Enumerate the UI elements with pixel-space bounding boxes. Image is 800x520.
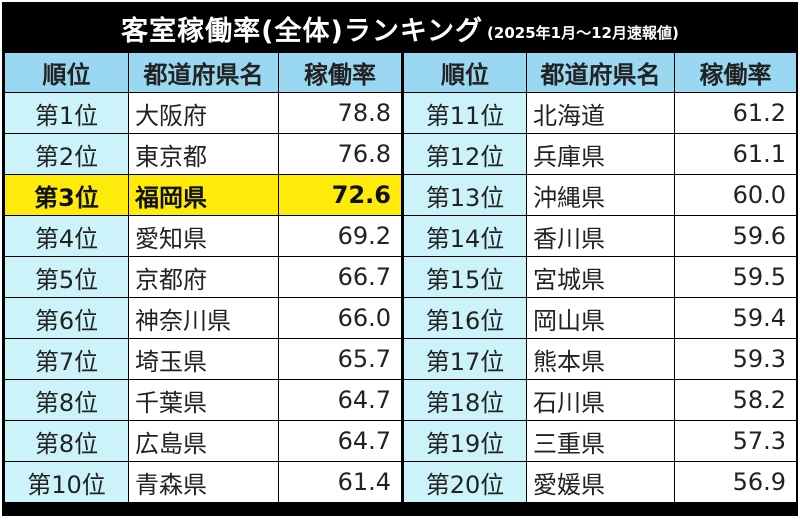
rate-cell: 66.7	[278, 256, 403, 298]
rate-cell: 72.6	[278, 174, 403, 216]
rank-cell: 第2位	[4, 133, 129, 175]
prefecture-cell: 京都府	[128, 256, 279, 298]
rank-cell: 第20位	[401, 461, 527, 503]
prefecture-cell: 愛媛県	[526, 461, 675, 503]
rank-cell: 第1位	[4, 92, 129, 134]
prefecture-cell: 香川県	[526, 215, 675, 257]
header-row: 順位 都道府県名 稼働率 順位 都道府県名 稼働率	[4, 52, 797, 93]
prefecture-cell: 愛知県	[128, 215, 279, 257]
table-row: 第1位 大阪府 78.8 第11位 北海道 61.2	[4, 92, 797, 134]
table-row: 第10位 青森県 61.4 第20位 愛媛県 56.9	[4, 461, 797, 503]
rate-cell: 61.1	[674, 133, 797, 175]
rank-cell: 第12位	[401, 133, 527, 175]
table-row: 第8位 千葉県 64.7 第18位 石川県 58.2	[4, 379, 797, 421]
header-rank: 順位	[4, 52, 129, 93]
rank-cell: 第15位	[401, 256, 527, 298]
table-row: 第7位 埼玉県 65.7 第17位 熊本県 59.3	[4, 338, 797, 380]
rate-cell: 78.8	[278, 92, 403, 134]
rate-cell: 56.9	[674, 461, 797, 503]
prefecture-cell: 青森県	[128, 461, 279, 503]
rank-cell: 第13位	[401, 174, 527, 216]
prefecture-cell: 埼玉県	[128, 338, 279, 380]
page-title: 客室稼働率(全体)ランキング	[121, 15, 484, 47]
header-rank: 順位	[401, 52, 527, 93]
prefecture-cell: 三重県	[526, 420, 675, 462]
rank-cell: 第6位	[4, 297, 129, 339]
rate-cell: 61.2	[674, 92, 797, 134]
table-row: 第4位 愛知県 69.2 第14位 香川県 59.6	[4, 215, 797, 257]
prefecture-cell: 熊本県	[526, 338, 675, 380]
prefecture-cell: 広島県	[128, 420, 279, 462]
table-row: 第2位 東京都 76.8 第12位 兵庫県 61.1	[4, 133, 797, 175]
rank-cell: 第19位	[401, 420, 527, 462]
table-row: 第6位 神奈川県 66.0 第16位 岡山県 59.4	[4, 297, 797, 339]
rank-cell: 第11位	[401, 92, 527, 134]
prefecture-cell: 兵庫県	[526, 133, 675, 175]
prefecture-cell: 岡山県	[526, 297, 675, 339]
header-prefecture: 都道府県名	[128, 52, 279, 93]
header-prefecture: 都道府県名	[526, 52, 675, 93]
prefecture-cell: 北海道	[526, 92, 675, 134]
rank-cell: 第8位	[4, 420, 129, 462]
rate-cell: 66.0	[278, 297, 403, 339]
rank-cell: 第3位	[4, 174, 129, 216]
rank-cell: 第17位	[401, 338, 527, 380]
table-row: 第5位 京都府 66.7 第15位 宮城県 59.5	[4, 256, 797, 298]
rate-cell: 69.2	[278, 215, 403, 257]
rank-cell: 第4位	[4, 215, 129, 257]
rate-cell: 59.5	[674, 256, 797, 298]
rate-cell: 65.7	[278, 338, 403, 380]
rank-cell: 第7位	[4, 338, 129, 380]
rate-cell: 61.4	[278, 461, 403, 503]
prefecture-cell: 石川県	[526, 379, 675, 421]
rank-cell: 第14位	[401, 215, 527, 257]
ranking-table: 順位 都道府県名 稼働率 順位 都道府県名 稼働率 第1位 大阪府 78.8 第11位…	[4, 52, 797, 503]
prefecture-cell: 福岡県	[128, 174, 279, 216]
header-rate: 稼働率	[674, 52, 797, 93]
rate-cell: 64.7	[278, 420, 403, 462]
rank-cell: 第5位	[4, 256, 129, 298]
rank-cell: 第18位	[401, 379, 527, 421]
rank-cell: 第16位	[401, 297, 527, 339]
prefecture-cell: 宮城県	[526, 256, 675, 298]
rate-cell: 58.2	[674, 379, 797, 421]
rate-cell: 76.8	[278, 133, 403, 175]
prefecture-cell: 神奈川県	[128, 297, 279, 339]
prefecture-cell: 東京都	[128, 133, 279, 175]
prefecture-cell: 沖縄県	[526, 174, 675, 216]
rate-cell: 60.0	[674, 174, 797, 216]
rank-cell: 第8位	[4, 379, 129, 421]
prefecture-cell: 千葉県	[128, 379, 279, 421]
rate-cell: 64.7	[278, 379, 403, 421]
rate-cell: 59.3	[674, 338, 797, 380]
page-subtitle: (2025年1月～12月速報値)	[487, 23, 679, 42]
rank-cell: 第10位	[4, 461, 129, 503]
title-bar: 客室稼働率(全体)ランキング (2025年1月～12月速報値)	[4, 4, 796, 52]
rate-cell: 57.3	[674, 420, 797, 462]
table-row: 第3位 福岡県 72.6 第13位 沖縄県 60.0	[4, 174, 797, 216]
rate-cell: 59.6	[674, 215, 797, 257]
rate-cell: 59.4	[674, 297, 797, 339]
header-rate: 稼働率	[278, 52, 403, 93]
table-row: 第8位 広島県 64.7 第19位 三重県 57.3	[4, 420, 797, 462]
prefecture-cell: 大阪府	[128, 92, 279, 134]
